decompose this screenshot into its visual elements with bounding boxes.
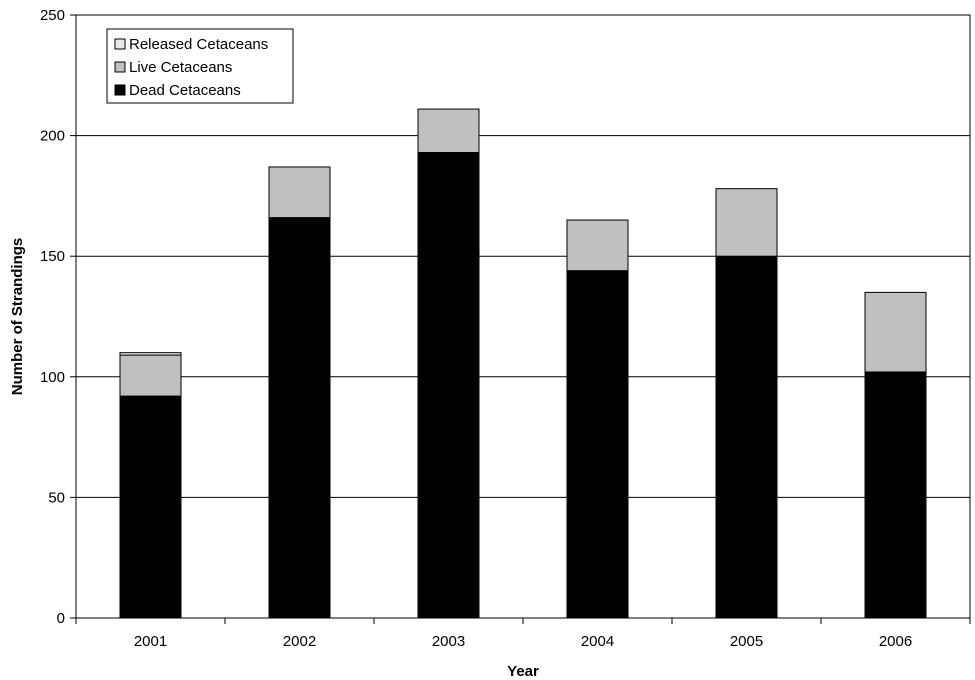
gridlines	[76, 136, 970, 498]
bar-segment-live-cetaceans	[269, 167, 330, 218]
x-tick-label: 2004	[581, 633, 614, 650]
bar-segment-live-cetaceans	[716, 189, 777, 257]
x-tick-label: 2003	[432, 633, 465, 650]
bar-segment-live-cetaceans	[120, 355, 181, 396]
y-tick-label: 50	[48, 489, 65, 506]
bar-segment-live-cetaceans	[567, 220, 628, 271]
x-tick-label: 2001	[134, 633, 167, 650]
bar-segment-live-cetaceans	[418, 109, 479, 152]
y-tick-label: 200	[40, 128, 65, 145]
y-tick-label: 0	[57, 610, 65, 627]
y-axis-title: Number of Strandings	[9, 238, 26, 396]
legend-label: Released Cetaceans	[129, 36, 268, 53]
legend-swatch	[115, 62, 125, 72]
legend-swatch	[115, 85, 125, 95]
legend-label: Live Cetaceans	[129, 59, 232, 76]
legend-swatch	[115, 39, 125, 49]
bar-segment-dead-cetaceans	[418, 152, 479, 618]
bar-segment-dead-cetaceans	[865, 372, 926, 618]
y-tick-label: 250	[40, 7, 65, 24]
bar-segment-dead-cetaceans	[269, 218, 330, 618]
legend: Released Cetaceans Live Cetaceans Dead Cet…	[107, 29, 293, 103]
bar-segment-dead-cetaceans	[120, 396, 181, 618]
y-tick-label: 150	[40, 248, 65, 265]
x-axis-title: Year	[507, 663, 539, 680]
x-tick-label: 2002	[283, 633, 316, 650]
bar-segment-dead-cetaceans	[567, 271, 628, 618]
axes	[76, 15, 970, 618]
y-axis-ticks: 0 50 100 150 200 250	[40, 7, 76, 627]
x-axis-ticks: 2001 2002 2003 2004 2005 2006	[76, 618, 970, 650]
y-tick-label: 100	[40, 369, 65, 386]
x-tick-label: 2006	[879, 633, 912, 650]
bar-segment-released-cetaceans	[120, 353, 181, 355]
bar-segment-live-cetaceans	[865, 292, 926, 372]
plot-area-frame	[76, 15, 970, 618]
x-tick-label: 2005	[730, 633, 763, 650]
bars	[120, 109, 926, 618]
legend-label: Dead Cetaceans	[129, 82, 241, 99]
bar-segment-dead-cetaceans	[716, 256, 777, 618]
